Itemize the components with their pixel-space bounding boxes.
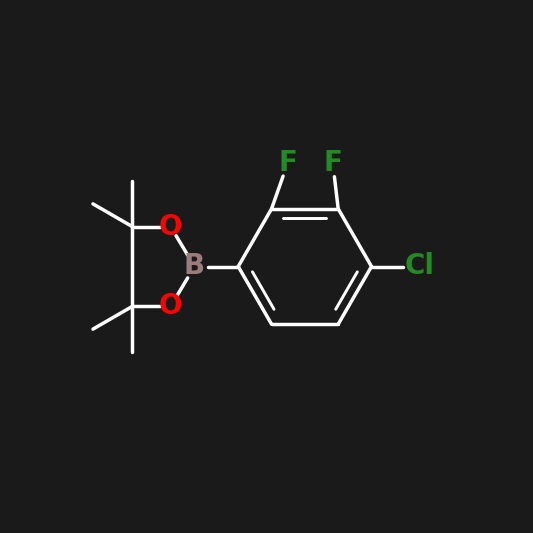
Text: O: O <box>159 293 182 320</box>
Text: B: B <box>184 253 205 280</box>
Text: Cl: Cl <box>405 253 434 280</box>
Text: O: O <box>159 213 182 240</box>
Text: F: F <box>278 149 297 177</box>
Text: F: F <box>324 149 342 177</box>
